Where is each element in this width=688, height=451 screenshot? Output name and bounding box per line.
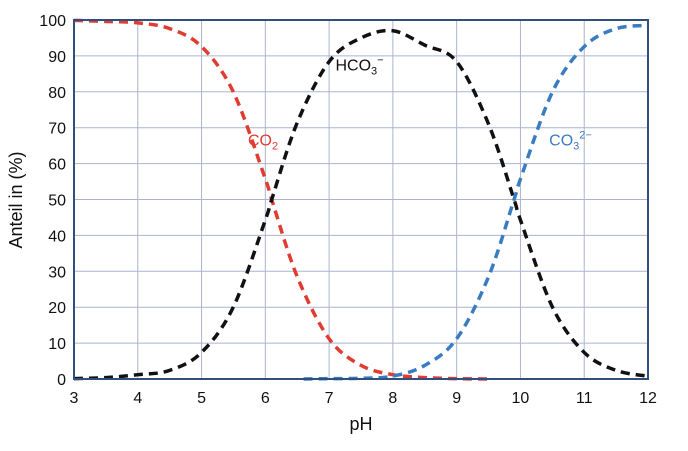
y-tick-label: 20 [48, 300, 66, 317]
y-tick-label: 90 [48, 49, 66, 66]
series-label-subscript: 3 [371, 65, 377, 77]
y-tick-label: 80 [48, 85, 66, 102]
series-label-base: HCO [335, 57, 371, 74]
x-tick-label: 9 [452, 390, 461, 407]
tick-layer: 3 4 5 6 7 8 9 10 11 12 0 10 20 30 40 50 60 70 80 90 100 [39, 13, 657, 407]
x-tick-label: 12 [639, 390, 657, 407]
x-tick-label: 4 [133, 390, 142, 407]
series-label-base: CO [248, 133, 272, 150]
y-tick-label: 30 [48, 264, 66, 281]
series-layer [73, 18, 649, 381]
y-tick-label: 70 [48, 121, 66, 138]
series-label-subscript: 3 [573, 141, 579, 153]
x-tick-label: 11 [576, 390, 593, 407]
y-axis-label: Anteil in (%) [6, 151, 26, 248]
series-label-subscript: 2 [272, 141, 278, 153]
x-tick-label: 3 [70, 390, 79, 407]
series-label-superscript: − [377, 54, 383, 66]
x-tick-label: 6 [261, 390, 270, 407]
co2-series-label: CO2 [248, 133, 278, 153]
co3-series-line [303, 23, 649, 381]
y-tick-label: 60 [48, 157, 66, 174]
x-axis-label: pH [349, 414, 372, 434]
plot-frame [73, 19, 649, 380]
co3-series-label: CO32− [549, 130, 592, 153]
x-tick-label: 5 [197, 390, 206, 407]
series-label-base: CO [549, 133, 573, 150]
y-tick-label: 40 [48, 228, 66, 245]
x-tick-label: 7 [325, 390, 334, 407]
y-tick-label: 10 [48, 336, 66, 353]
y-tick-label: 0 [57, 372, 66, 389]
hco3-series-label: HCO3− [335, 54, 383, 77]
x-tick-label: 8 [388, 390, 397, 407]
x-tick-label: 10 [512, 390, 530, 407]
y-tick-label: 50 [48, 193, 66, 210]
hco3-series-line [73, 28, 649, 381]
y-tick-label: 100 [39, 13, 66, 30]
series-label-superscript: 2− [579, 130, 592, 142]
